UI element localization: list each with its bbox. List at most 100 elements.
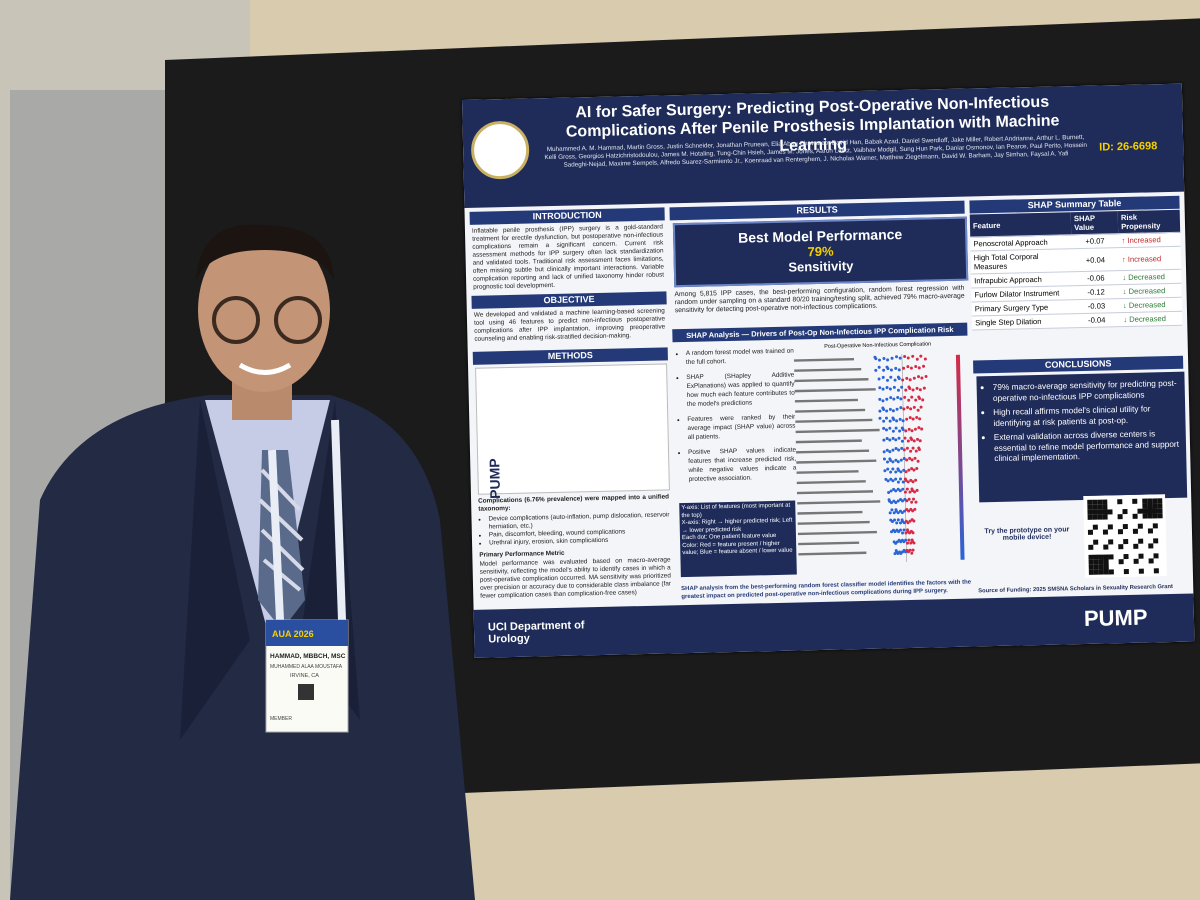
qr-module: [1117, 514, 1123, 520]
swarm-dot: [910, 518, 914, 522]
swarm-dot: [907, 398, 911, 402]
qr-module: [1157, 503, 1163, 509]
swarm-dot: [911, 417, 915, 421]
swarm-dot: [892, 540, 896, 544]
qr-module: [1103, 569, 1109, 575]
swarm-dot: [924, 374, 928, 378]
swarm-dot: [905, 446, 909, 450]
feature-label-placeholder: [794, 398, 858, 403]
table-cell: ↓ Decreased: [1119, 283, 1182, 299]
shap-legend: Y-axis: List of features (most important…: [679, 500, 797, 578]
swarm-dot: [911, 388, 915, 392]
swarm-dot: [878, 386, 882, 390]
swarm-dot: [914, 449, 918, 453]
swarm-dot: [895, 521, 899, 525]
smile: [238, 362, 292, 375]
qr-module: [1152, 508, 1158, 514]
complications-text: Complications (6.76% prevalence) were ma…: [478, 493, 670, 513]
swarm-dot: [899, 470, 903, 474]
swarm-dot: [910, 458, 914, 462]
qr-module: [1137, 508, 1143, 514]
swarm-dot: [901, 419, 905, 423]
swarm-dot: [910, 395, 914, 399]
swarm-dot: [895, 550, 899, 554]
column-header: SHAP Value: [1070, 211, 1119, 235]
swarm-dot: [891, 436, 895, 440]
qr-module: [1123, 553, 1129, 560]
table-cell: -0.12: [1072, 284, 1120, 300]
swarm-dot: [909, 529, 913, 533]
swarm-dot: [912, 405, 916, 409]
swarm-dot: [888, 419, 892, 423]
swarm-dot: [898, 429, 902, 433]
feature-label-placeholder: [795, 439, 862, 444]
qr-module: [1098, 559, 1104, 565]
swarm-dot: [912, 497, 916, 501]
results-text: Among 5,815 IPP cases, the best-performi…: [674, 284, 965, 315]
table-cell: -0.06: [1072, 270, 1120, 286]
qr-text: Try the prototype on your mobile device!: [984, 526, 1070, 542]
qr-module: [1102, 499, 1108, 505]
swarm-dot: [898, 417, 902, 421]
swarm-dot: [915, 488, 919, 492]
feature-label-placeholder: [798, 541, 860, 546]
qr-module: [1153, 568, 1159, 574]
swarm-dot: [903, 436, 907, 440]
shap-bullet: Positive SHAP values indicate features t…: [688, 446, 797, 484]
swarm-dot: [897, 538, 901, 542]
swarm-dot: [889, 368, 893, 372]
poster-id: ID: 26-6698: [1099, 140, 1158, 154]
qr-module: [1157, 508, 1163, 514]
swarm-dot: [900, 385, 904, 389]
swarm-dot: [878, 416, 882, 420]
swarm-dot: [910, 551, 914, 555]
swarm-dot: [902, 528, 906, 532]
qr-module: [1148, 543, 1154, 549]
swarm-dot: [888, 511, 892, 515]
qr-module: [1093, 554, 1099, 560]
qr-module: [1103, 544, 1109, 550]
swarm-dot: [889, 375, 893, 379]
swarm-dot: [911, 446, 915, 450]
swarm-dot: [889, 396, 893, 400]
feature-label-placeholder: [797, 500, 881, 505]
qr-module: [1132, 498, 1138, 504]
qr-module: [1118, 544, 1124, 550]
table-cell: +0.07: [1071, 233, 1119, 249]
qr-module: [1097, 514, 1103, 520]
hair: [196, 224, 334, 280]
swarm-dot: [901, 480, 905, 484]
qr-module: [1102, 504, 1108, 510]
swarm-dot: [889, 518, 893, 522]
qr-module: [1147, 513, 1153, 519]
swarm-dot: [918, 388, 922, 392]
swarm-dot: [912, 468, 916, 472]
swarm-dot: [882, 457, 886, 461]
feature-label-placeholder: [796, 449, 870, 454]
swarm-dot: [914, 364, 918, 368]
lanyard: [268, 419, 346, 621]
swarm-dot: [884, 416, 888, 420]
shap-bullet: SHAP (SHapley Additive ExPlanations) was…: [686, 371, 795, 409]
qr-module: [1098, 569, 1104, 575]
swarm-dot: [888, 450, 892, 454]
swarm-dot: [917, 448, 921, 452]
color-bar: [955, 354, 965, 560]
swarm-dot: [915, 357, 919, 361]
poster: AI for Safer Surgery: Predicting Post-Op…: [462, 83, 1195, 658]
swarm-dot: [895, 419, 899, 423]
swarm-dot: [917, 426, 921, 430]
column-header: Feature: [969, 212, 1072, 238]
section-heading: OBJECTIVE: [471, 291, 667, 309]
table-cell: +0.04: [1071, 247, 1120, 272]
qr-module: [1152, 503, 1158, 509]
best-model-box: Best Model Performance 79% Sensitivity: [672, 216, 969, 288]
table-cell: High Total Corporal Measures: [970, 248, 1073, 274]
swarm-dot: [886, 467, 890, 471]
swarm-dot: [882, 426, 886, 430]
person: AUA 2026 HAMMAD, MBBCH, MSC MUHAMMED ALA…: [10, 224, 475, 900]
swarm-dot: [903, 497, 907, 501]
metric-text: Model performance was evaluated based on…: [479, 556, 672, 600]
conclusion-item: 79% macro-average sensitivity for predic…: [993, 378, 1179, 403]
swarm-dot: [895, 407, 899, 411]
